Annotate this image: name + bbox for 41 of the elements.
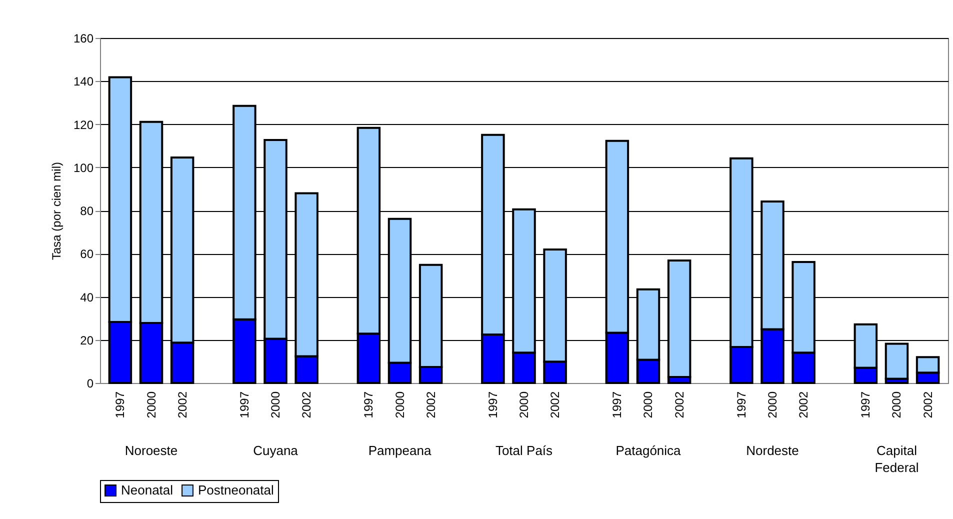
y-tick-label: 120	[73, 118, 94, 132]
text: Capital Federal	[874, 443, 919, 475]
y-tick-label: 60	[80, 247, 94, 262]
x-tick-label: 1997	[610, 391, 624, 418]
x-tick-label: 2000	[517, 391, 531, 418]
x-tick-label: 1997	[113, 391, 128, 418]
x-tick-label: 2000	[890, 391, 904, 418]
x-tick-label: 1997	[486, 391, 500, 418]
y-tick-label: 100	[73, 160, 94, 175]
y-tick-label: 0	[86, 376, 94, 390]
x-tick-label: 2002	[920, 391, 935, 418]
x-tick-label: 1997	[362, 391, 376, 418]
text: Cuyana	[253, 443, 299, 458]
legend-label: Neonatal	[121, 482, 174, 498]
y-tick-label: 160	[73, 32, 94, 46]
x-tick-label: 2002	[672, 391, 686, 418]
x-tick-label: 2002	[796, 391, 811, 418]
x-tick-label: 2002	[548, 391, 562, 418]
x-tick-label: 1997	[734, 391, 748, 418]
x-tick-label: 2000	[144, 391, 158, 418]
x-tick-label: 2000	[392, 391, 407, 418]
text: Total País	[495, 443, 554, 458]
x-tick-label: 1997	[237, 391, 252, 418]
y-tick-label: 80	[80, 204, 94, 218]
bar	[884, 342, 909, 380]
y-tick-label: 140	[73, 74, 94, 89]
y-axis-title: Tasa (por cien mil)	[49, 162, 64, 260]
x-tick-label: 2002	[424, 391, 438, 418]
y-tick-label: 20	[80, 333, 94, 348]
y-tick-label: 40	[80, 290, 94, 304]
x-tick-label: 2002	[175, 391, 190, 418]
text: Patagónica	[616, 443, 682, 458]
text: Nordeste	[746, 443, 799, 458]
x-tick-label: 2002	[300, 391, 314, 418]
x-tick-label: 2000	[766, 391, 780, 418]
x-tick-label: 2000	[641, 391, 656, 418]
x-tick-label: 1997	[858, 391, 873, 418]
x-tick-label: 2000	[268, 391, 282, 418]
text: Noroeste	[124, 443, 178, 458]
text: Pampeana	[368, 443, 432, 458]
legend-label: Postneonatal	[198, 482, 274, 498]
